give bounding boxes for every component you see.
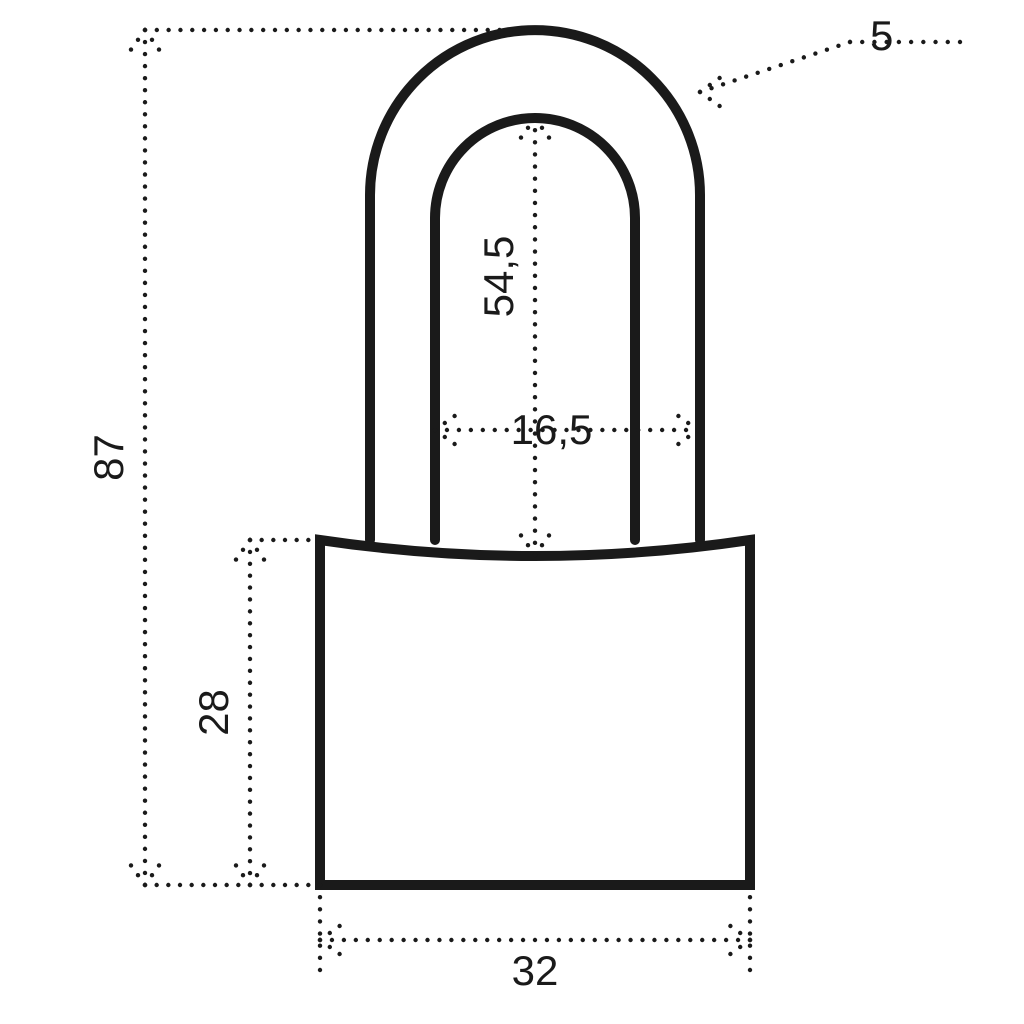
dim-line-body-width bbox=[318, 938, 752, 942]
ext-line bbox=[248, 538, 322, 542]
arrow-head bbox=[143, 863, 161, 887]
arrow-head bbox=[698, 90, 722, 108]
dimension-label: 54,5 bbox=[475, 236, 522, 318]
shackle-inner bbox=[435, 118, 635, 540]
padlock-body bbox=[320, 540, 750, 885]
dimension-label: 32 bbox=[512, 947, 559, 994]
dim-line-shackle-h bbox=[533, 116, 537, 557]
dimension-label: 16,5 bbox=[511, 406, 593, 453]
leader bbox=[698, 40, 852, 94]
dimension-label: 5 bbox=[870, 12, 893, 59]
shackle-outer bbox=[370, 30, 700, 540]
leader bbox=[848, 40, 962, 44]
ext-line bbox=[318, 883, 322, 972]
ext-line bbox=[143, 28, 537, 32]
ext-line bbox=[143, 883, 322, 887]
padlock-technical-drawing: 87 28 32 54,5 16,5 5 bbox=[0, 0, 1024, 1024]
dimension-label: 87 bbox=[85, 434, 132, 481]
ext-line bbox=[748, 883, 752, 972]
dimension-label: 28 bbox=[190, 689, 237, 736]
dim-line-total-height bbox=[143, 28, 147, 887]
dim-line-body-height bbox=[248, 538, 252, 887]
